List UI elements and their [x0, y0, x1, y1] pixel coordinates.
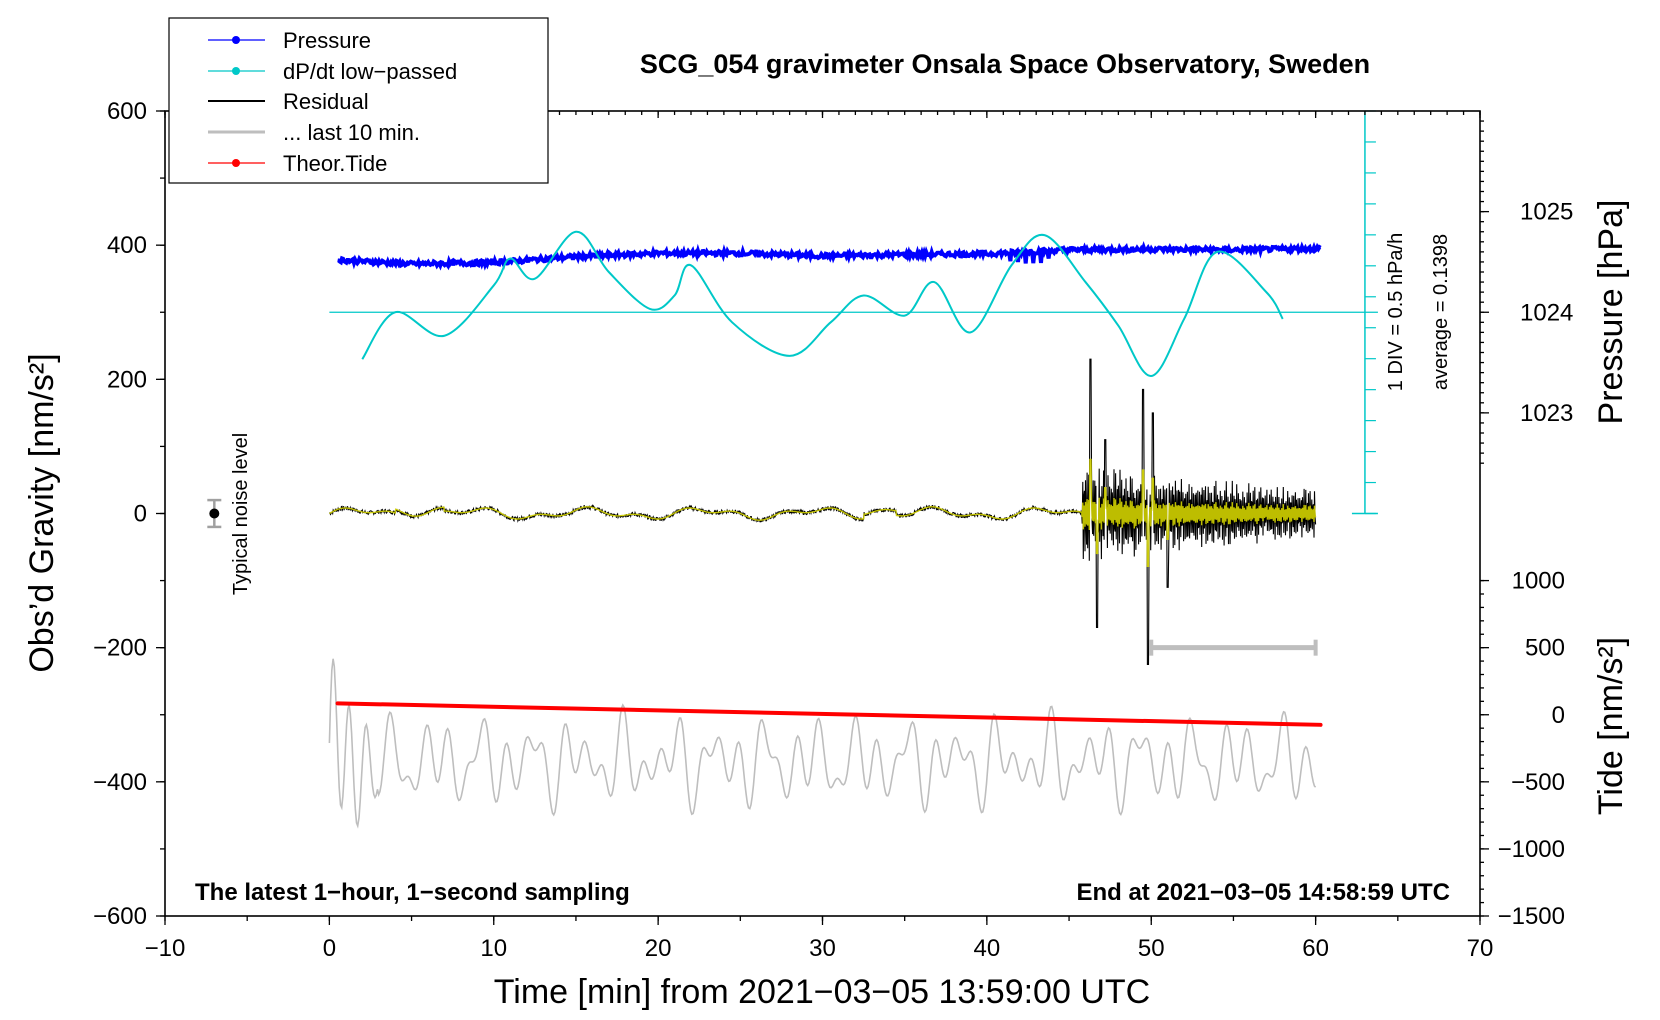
pressure-tick-label: 1024 [1520, 299, 1573, 326]
y-axis-label-gravity: Obs’d Gravity [nm/s²] [23, 353, 61, 672]
y-tick-label: 400 [107, 232, 147, 259]
legend-label-pressure: Pressure [283, 28, 371, 53]
dpdt-average-label: average = 0.1398 [1430, 234, 1452, 390]
legend-label-tide: Theor.Tide [283, 151, 387, 176]
pressure-trace [337, 241, 1322, 271]
last10-trace [328, 658, 1317, 829]
x-axis-label: Time [min] from 2021−03−05 13:59:00 UTC [494, 973, 1150, 1011]
legend-label-last10: ... last 10 min. [283, 120, 420, 145]
axes-layer: −10 0 10 20 30 40 50 60 70 −600 −400 −200 0 200 400 600… [93, 98, 1573, 962]
y-axis-label-tide: Tide [nm/s²] [1592, 637, 1630, 815]
x-tick-label: 30 [809, 935, 836, 962]
legend-label-dpdt: dP/dt low−passed [283, 59, 457, 84]
y-tick-label: −200 [93, 635, 147, 662]
x-tick-label: 0 [323, 935, 336, 962]
x-tick-label: 10 [480, 935, 507, 962]
chart-title: SCG_054 gravimeter Onsala Space Observat… [640, 49, 1370, 79]
residual-smoothed-trace [329, 458, 1317, 567]
tide-tick-label: −1000 [1498, 836, 1565, 863]
y-axis-label-pressure: Pressure [hPa] [1592, 200, 1630, 425]
y-tick-label: −600 [93, 903, 147, 930]
tide-line [335, 701, 1323, 727]
y-tick-label: 0 [134, 501, 147, 528]
legend-marker-dpdt [232, 67, 240, 75]
x-tick-label: 70 [1467, 935, 1494, 962]
x-tick-label: 20 [645, 935, 672, 962]
dpdt-scale-axis [329, 110, 1378, 515]
tide-tick-label: 0 [1552, 702, 1565, 729]
pressure-tick-label: 1025 [1520, 199, 1573, 226]
y-tick-label: 600 [107, 98, 147, 125]
noise-point [209, 508, 220, 519]
y-tick-label: −400 [93, 769, 147, 796]
pressure-tick-label: 1023 [1520, 400, 1573, 427]
noise-level-label: Typical noise level [230, 433, 252, 595]
tide-tick-label: 1000 [1512, 568, 1565, 595]
residual-trace [328, 358, 1317, 665]
end-time-note: End at 2021−03−05 14:58:59 UTC [1076, 879, 1450, 906]
x-tick-label: 60 [1302, 935, 1329, 962]
legend: Pressure dP/dt low−passed Residual ... l… [168, 17, 549, 184]
tide-tick-label: −500 [1511, 769, 1565, 796]
series-layer [207, 230, 1323, 829]
legend-marker-tide [232, 159, 240, 167]
tide-tick-label: −1500 [1498, 903, 1565, 930]
sampling-note: The latest 1−hour, 1−second sampling [195, 879, 630, 906]
legend-marker-pressure [232, 36, 240, 44]
x-tick-label: 40 [974, 935, 1001, 962]
dpdt-trace [361, 230, 1284, 377]
tide-tick-label: 500 [1525, 635, 1565, 662]
y-tick-label: 200 [107, 366, 147, 393]
dpdt-division-label: 1 DIV = 0.5 hPa/h [1385, 233, 1407, 391]
legend-label-residual: Residual [283, 89, 369, 114]
x-tick-label: 50 [1138, 935, 1165, 962]
x-tick-label: −10 [145, 935, 186, 962]
plot-frame [164, 110, 1481, 917]
